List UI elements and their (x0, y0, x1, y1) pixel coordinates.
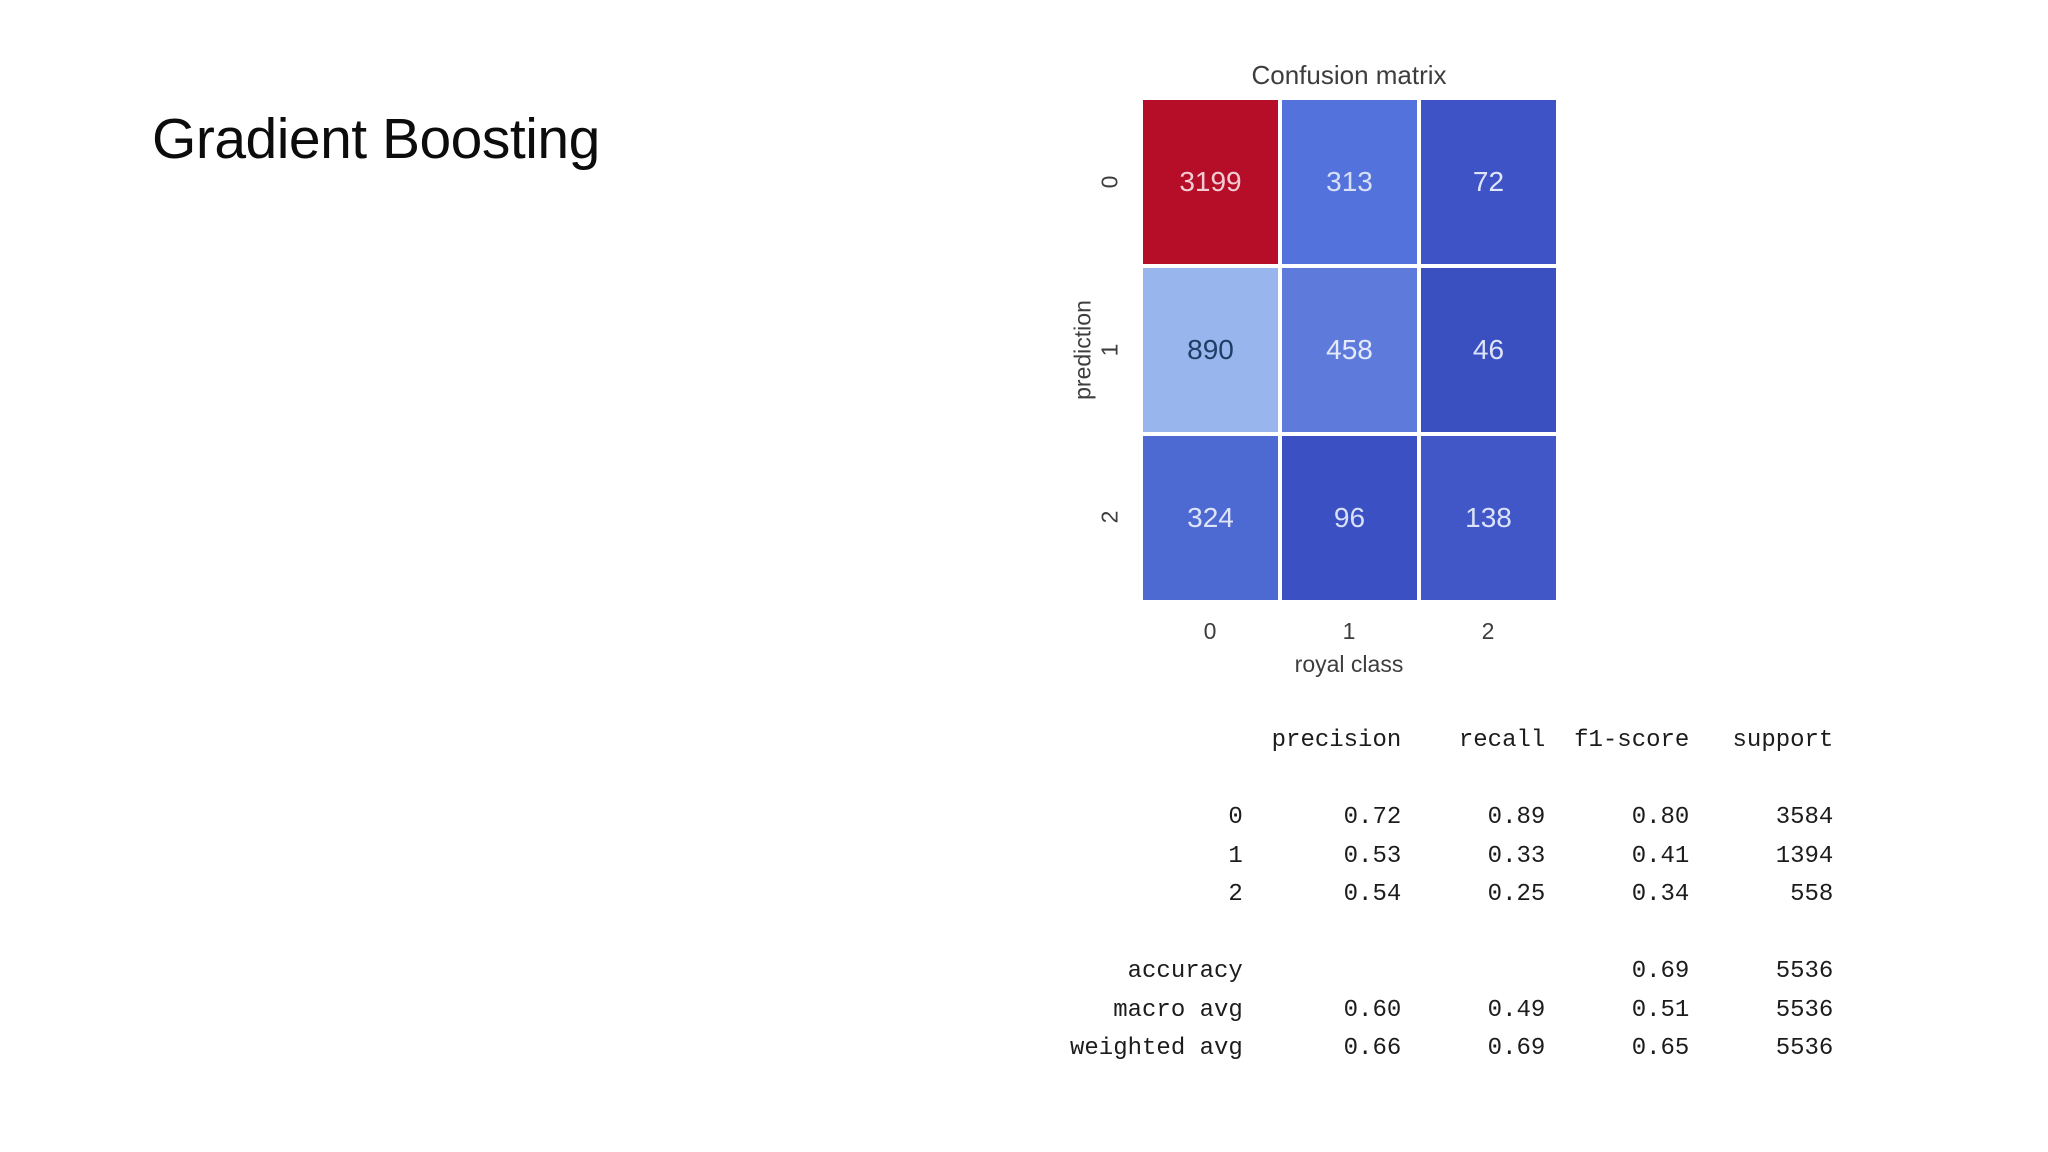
slide-title: Gradient Boosting (152, 107, 600, 171)
x-tick-label-2: 2 (1481, 618, 1495, 644)
x-tick-label-1: 1 (1342, 618, 1356, 644)
classification-report: precision recall f1-score support 0 0.72… (1070, 727, 1834, 1062)
x-tick-label-0: 0 (1203, 618, 1217, 644)
y-tick-label-1: 1 (1096, 343, 1123, 357)
matrix-cell: 138 (1421, 436, 1556, 600)
matrix-cell: 72 (1421, 100, 1556, 264)
matrix-cell: 458 (1282, 268, 1417, 432)
y-tick-label-0: 0 (1096, 175, 1123, 189)
matrix-cell: 96 (1282, 436, 1417, 600)
confusion-matrix-grid: 3199 313 72 890 458 46 324 96 138 (1143, 100, 1556, 600)
confusion-matrix-title: Confusion matrix (1251, 60, 1447, 90)
x-axis-label: royal class (1294, 651, 1404, 677)
matrix-cell: 324 (1143, 436, 1278, 600)
matrix-cell: 890 (1143, 268, 1278, 432)
matrix-cell: 3199 (1143, 100, 1278, 264)
y-axis-label: prediction (1069, 300, 1096, 400)
matrix-cell: 46 (1421, 268, 1556, 432)
matrix-cell: 313 (1282, 100, 1417, 264)
y-tick-label-2: 2 (1096, 510, 1123, 524)
